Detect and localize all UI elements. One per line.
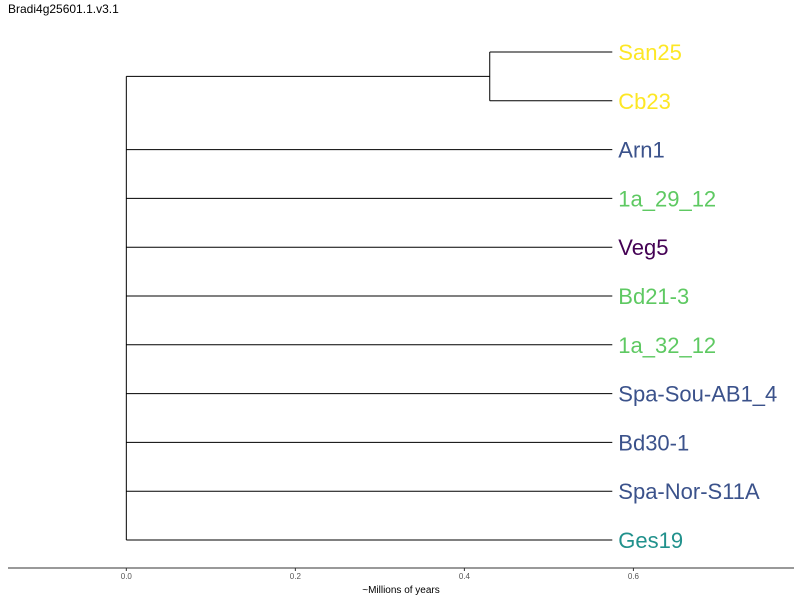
- page-title: Bradi4g25601.1.v3.1: [8, 2, 119, 16]
- leaf-label: Arn1: [618, 138, 664, 163]
- tree-branches: [125, 51, 613, 541]
- axis-tick-label: 0.0: [121, 572, 133, 581]
- axis-tick-label: 0.2: [290, 572, 302, 581]
- leaf-label: Spa-Sou-AB1_4: [618, 382, 777, 407]
- axis-title: ~Millions of years: [362, 585, 440, 596]
- leaf-label: Cb23: [618, 89, 671, 114]
- leaf-label: 1a_32_12: [618, 333, 716, 358]
- axis-tick-label: 0.4: [459, 572, 471, 581]
- time-axis: 0.0 0.2 0.4 0.6 ~Millions of years: [8, 567, 794, 596]
- axis-tick-label: 0.6: [628, 572, 640, 581]
- leaf-label: Ges19: [618, 528, 683, 553]
- leaf-label: Spa-Nor-S11A: [618, 479, 760, 504]
- axis-ticks: 0.0 0.2 0.4 0.6: [121, 568, 640, 581]
- leaf-label: Bd21-3: [618, 284, 689, 309]
- leaf-labels: San25 Cb23 Arn1 1a_29_12 Veg5 Bd21-3 1a_32_12 S…: [618, 40, 777, 553]
- leaf-label: Veg5: [618, 235, 668, 260]
- leaf-label: San25: [618, 40, 682, 65]
- leaf-label: 1a_29_12: [618, 186, 716, 211]
- leaf-label: Bd30-1: [618, 430, 689, 455]
